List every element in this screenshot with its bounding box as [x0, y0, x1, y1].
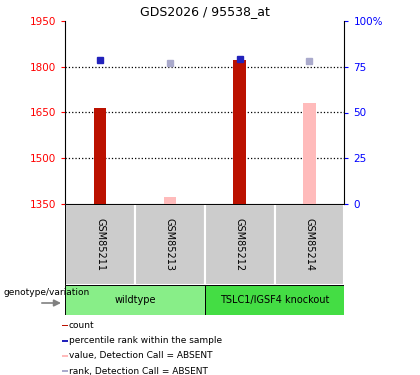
Text: rank, Detection Call = ABSENT: rank, Detection Call = ABSENT: [69, 367, 208, 375]
Title: GDS2026 / 95538_at: GDS2026 / 95538_at: [140, 5, 270, 18]
Bar: [65, 285, 205, 315]
Bar: [94, 108, 106, 204]
Text: GSM85214: GSM85214: [304, 218, 315, 271]
Bar: [62, 370, 68, 372]
Bar: [205, 285, 344, 315]
Bar: [62, 355, 68, 357]
Bar: [62, 325, 68, 326]
Text: GSM85212: GSM85212: [235, 218, 245, 271]
Text: percentile rank within the sample: percentile rank within the sample: [69, 336, 222, 345]
Bar: [163, 197, 176, 204]
Bar: [275, 204, 344, 285]
Text: value, Detection Call = ABSENT: value, Detection Call = ABSENT: [69, 351, 213, 360]
Bar: [303, 103, 316, 204]
Text: TSLC1/IGSF4 knockout: TSLC1/IGSF4 knockout: [220, 295, 329, 305]
Text: count: count: [69, 321, 95, 330]
Text: genotype/variation: genotype/variation: [3, 288, 89, 297]
Text: wildtype: wildtype: [114, 295, 156, 305]
Bar: [234, 60, 246, 204]
Bar: [205, 204, 275, 285]
Bar: [135, 204, 205, 285]
Text: GSM85211: GSM85211: [95, 218, 105, 271]
Text: GSM85213: GSM85213: [165, 218, 175, 271]
Bar: [65, 204, 135, 285]
Bar: [62, 340, 68, 342]
